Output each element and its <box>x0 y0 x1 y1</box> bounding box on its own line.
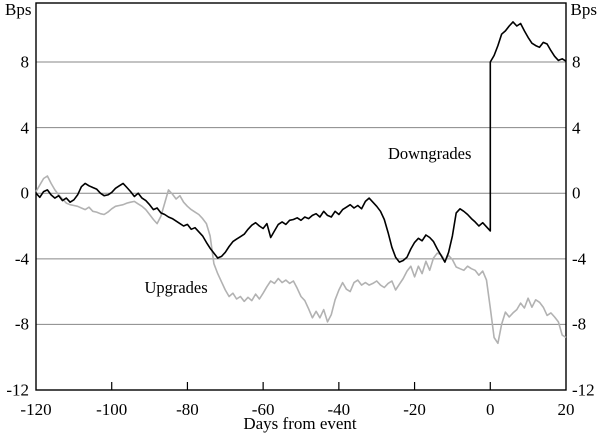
x-axis-tick-label: -20 <box>403 400 426 419</box>
x-axis-tick-label: 0 <box>486 400 495 419</box>
y-axis-tick-label-right: -4 <box>572 249 587 269</box>
series-line-downgrades <box>35 21 567 263</box>
y-axis-tick-label-left: -8 <box>14 314 29 334</box>
series-line-upgrades <box>35 175 567 345</box>
x-axis-tick-label: -60 <box>251 400 275 419</box>
x-axis-title: Days from event <box>243 414 357 433</box>
y-axis-tick-label-right: 4 <box>572 118 581 138</box>
plot-frame <box>35 2 567 391</box>
y-axis-tick-label-right: 8 <box>572 52 581 72</box>
x-axis-tick-label: -40 <box>327 400 351 419</box>
x-axis-tick-label: -120 <box>20 400 52 419</box>
y-axis-tick-label-left: 4 <box>20 118 30 138</box>
y-axis-tick-label-left: -12 <box>6 380 29 400</box>
x-axis-tick-label: -100 <box>96 400 128 419</box>
y-axis-tick-label-right: 0 <box>572 183 581 203</box>
y-axis-tick-label-left: 8 <box>20 52 30 72</box>
y-axis-tick-label-left: -4 <box>14 249 29 269</box>
downgrades-series-label: Downgrades <box>388 143 472 163</box>
x-axis-tick-label: 20 <box>557 400 575 419</box>
x-axis-tick-label: -80 <box>176 400 199 419</box>
y-axis-tick-label-right: -8 <box>572 314 587 334</box>
upgrades-series-label: Upgrades <box>144 278 208 298</box>
y-axis-tick-label-left: 0 <box>20 183 30 203</box>
y-axis-tick-label-right: -12 <box>572 380 595 400</box>
y-axis-unit-right-label: Bps <box>570 0 597 19</box>
y-axis-unit-left-label: Bps <box>5 0 32 19</box>
